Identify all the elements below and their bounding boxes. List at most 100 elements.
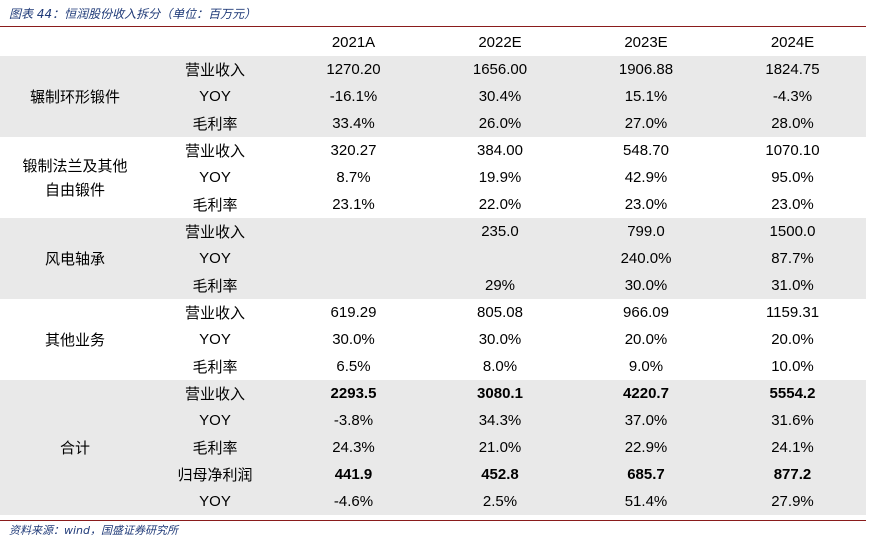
metric-label: YOY bbox=[150, 488, 280, 515]
segment-group: 辗制环形锻件 营业收入 1270.20 1656.00 1906.88 1824… bbox=[0, 56, 866, 137]
header-year: 2024E bbox=[770, 34, 815, 51]
table-row: 毛利率 29% 30.0% 31.0% bbox=[0, 272, 866, 299]
segment-group: 其他业务 营业收入 619.29 805.08 966.09 1159.31 Y… bbox=[0, 299, 866, 380]
metric-label: 营业收入 bbox=[150, 218, 280, 245]
value-cell: 1159.31 bbox=[719, 299, 866, 326]
table-row: YOY -16.1% 30.4% 15.1% -4.3% bbox=[0, 83, 866, 110]
segment-label: 锻制法兰及其他 自由锻件 bbox=[0, 137, 150, 218]
value-cell: 966.09 bbox=[573, 299, 719, 326]
value-cell: 548.70 bbox=[573, 137, 719, 164]
value-cell: 384.00 bbox=[427, 137, 573, 164]
segment-label-line: 其他业务 bbox=[44, 330, 105, 349]
value-cell: 37.0% bbox=[573, 407, 719, 434]
value-cell: 1500.0 bbox=[719, 218, 866, 245]
metric-label: 毛利率 bbox=[150, 353, 280, 380]
value-cell: 1270.20 bbox=[280, 56, 427, 83]
value-cell: 441.9 bbox=[280, 461, 427, 488]
value-cell: -16.1% bbox=[280, 83, 427, 110]
table-row: YOY 240.0% 87.7% bbox=[0, 245, 866, 272]
segment-group: 锻制法兰及其他 自由锻件 营业收入 320.27 384.00 548.70 1… bbox=[0, 137, 866, 218]
value-cell: 31.6% bbox=[719, 407, 866, 434]
header-row: 2021A 2022E 2023E 2024E bbox=[0, 29, 866, 56]
value-cell bbox=[280, 245, 427, 272]
table-row: 毛利率 23.1% 22.0% 23.0% 23.0% bbox=[0, 191, 866, 218]
metric-label: 毛利率 bbox=[150, 272, 280, 299]
table-row: YOY -4.6% 2.5% 51.4% 27.9% bbox=[0, 488, 866, 515]
value-cell: 33.4% bbox=[280, 110, 427, 137]
value-cell: 31.0% bbox=[719, 272, 866, 299]
value-cell: 685.7 bbox=[573, 461, 719, 488]
metric-label: 毛利率 bbox=[150, 191, 280, 218]
value-cell: 29% bbox=[427, 272, 573, 299]
value-cell: 2293.5 bbox=[280, 380, 427, 407]
value-cell: 2.5% bbox=[427, 488, 573, 515]
metric-label: YOY bbox=[150, 326, 280, 353]
source-note: 资料来源：wind，国盛证券研究所 bbox=[9, 524, 179, 537]
segment-label-line: 辗制环形锻件 bbox=[29, 87, 120, 106]
value-cell: 28.0% bbox=[719, 110, 866, 137]
segment-label: 辗制环形锻件 bbox=[0, 56, 150, 137]
value-cell: 30.0% bbox=[280, 326, 427, 353]
bottom-divider bbox=[0, 520, 866, 521]
value-cell: 15.1% bbox=[573, 83, 719, 110]
value-cell: 22.9% bbox=[573, 434, 719, 461]
value-cell: 805.08 bbox=[427, 299, 573, 326]
table-row: 锻制法兰及其他 自由锻件 营业收入 320.27 384.00 548.70 1… bbox=[0, 137, 866, 218]
header-metric bbox=[150, 29, 280, 56]
total-group: 合计 营业收入 2293.5 3080.1 4220.7 5554.2 YOY … bbox=[0, 380, 866, 515]
metric-label: 毛利率 bbox=[150, 434, 280, 461]
value-cell: 799.0 bbox=[573, 218, 719, 245]
metric-label: 毛利率 bbox=[150, 110, 280, 137]
value-cell: 320.27 bbox=[280, 137, 427, 164]
value-cell: 240.0% bbox=[573, 245, 719, 272]
value-cell: 27.9% bbox=[719, 488, 866, 515]
value-cell: 22.0% bbox=[427, 191, 573, 218]
header-segment bbox=[0, 29, 150, 56]
header-year: 2021A bbox=[331, 34, 376, 51]
segment-label-line: 合计 bbox=[59, 438, 90, 457]
table-row: 其他业务 营业收入 619.29 805.08 966.09 1159.31 bbox=[0, 299, 866, 380]
segment-label-line: 风电轴承 bbox=[44, 249, 105, 268]
value-cell bbox=[280, 272, 427, 299]
metric-label: 营业收入 bbox=[150, 299, 280, 326]
metric-label: YOY bbox=[150, 164, 280, 191]
table-row: 毛利率 33.4% 26.0% 27.0% 28.0% bbox=[0, 110, 866, 137]
table-row: YOY -3.8% 34.3% 37.0% 31.6% bbox=[0, 407, 866, 434]
value-cell: 30.0% bbox=[427, 326, 573, 353]
value-cell: -4.3% bbox=[719, 83, 866, 110]
table-row: 毛利率 24.3% 21.0% 22.9% 24.1% bbox=[0, 434, 866, 461]
value-cell: 23.0% bbox=[719, 191, 866, 218]
value-cell: 21.0% bbox=[427, 434, 573, 461]
value-cell: 24.3% bbox=[280, 434, 427, 461]
segment-label: 风电轴承 bbox=[0, 218, 150, 299]
top-divider bbox=[0, 26, 866, 27]
value-cell: 30.4% bbox=[427, 83, 573, 110]
segment-label-line: 锻制法兰及其他 bbox=[22, 156, 128, 175]
value-cell: -4.6% bbox=[280, 488, 427, 515]
segment-label: 其他业务 bbox=[0, 299, 150, 380]
value-cell: 20.0% bbox=[719, 326, 866, 353]
value-cell bbox=[427, 245, 573, 272]
value-cell bbox=[280, 218, 427, 245]
value-cell: 4220.7 bbox=[573, 380, 719, 407]
value-cell: 20.0% bbox=[573, 326, 719, 353]
value-cell: 24.1% bbox=[719, 434, 866, 461]
value-cell: 1824.75 bbox=[719, 56, 866, 83]
value-cell: 10.0% bbox=[719, 353, 866, 380]
header-year: 2022E bbox=[478, 34, 522, 51]
table-row: 风电轴承 营业收入 235.0 799.0 1500.0 bbox=[0, 218, 866, 299]
value-cell: -3.8% bbox=[280, 407, 427, 434]
table-row: 辗制环形锻件 营业收入 1270.20 1656.00 1906.88 1824… bbox=[0, 56, 866, 137]
table-row: 归母净利润 441.9 452.8 685.7 877.2 bbox=[0, 461, 866, 488]
segment-label: 合计 bbox=[0, 380, 150, 515]
value-cell: 23.0% bbox=[573, 191, 719, 218]
value-cell: 42.9% bbox=[573, 164, 719, 191]
value-cell: 877.2 bbox=[719, 461, 866, 488]
value-cell: 8.7% bbox=[280, 164, 427, 191]
metric-label: YOY bbox=[150, 83, 280, 110]
metric-label: 营业收入 bbox=[150, 380, 280, 407]
value-cell: 6.5% bbox=[280, 353, 427, 380]
table-row: 毛利率 6.5% 8.0% 9.0% 10.0% bbox=[0, 353, 866, 380]
header-year: 2023E bbox=[624, 34, 668, 51]
value-cell: 51.4% bbox=[573, 488, 719, 515]
